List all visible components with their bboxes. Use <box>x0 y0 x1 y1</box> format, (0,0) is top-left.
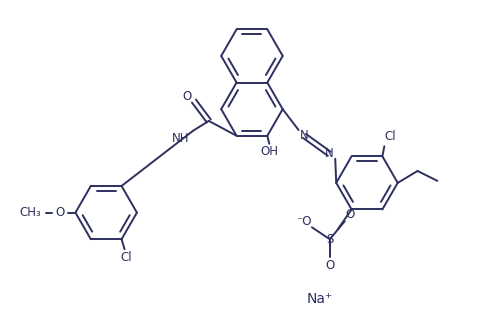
Text: ⁻O: ⁻O <box>296 215 312 228</box>
Text: Cl: Cl <box>121 251 132 263</box>
Text: O: O <box>325 259 334 271</box>
Text: O: O <box>345 208 354 221</box>
Text: Cl: Cl <box>384 130 396 143</box>
Text: N: N <box>300 129 309 142</box>
Text: NH: NH <box>172 132 190 145</box>
Text: CH₃: CH₃ <box>19 206 41 219</box>
Text: O: O <box>55 206 64 219</box>
Text: N: N <box>325 147 334 160</box>
Text: Na⁺: Na⁺ <box>306 292 332 306</box>
Text: O: O <box>182 90 191 103</box>
Text: S: S <box>326 233 333 246</box>
Text: OH: OH <box>260 145 278 158</box>
